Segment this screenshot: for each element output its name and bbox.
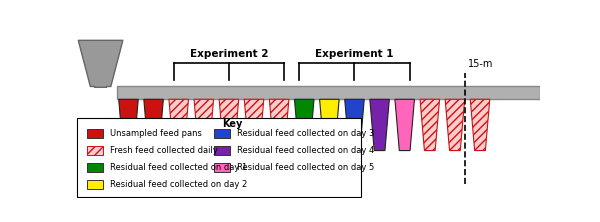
FancyBboxPatch shape	[86, 129, 103, 138]
Polygon shape	[144, 99, 163, 151]
Text: 15-m: 15-m	[469, 59, 494, 69]
Polygon shape	[445, 99, 464, 151]
FancyBboxPatch shape	[86, 180, 103, 189]
Text: Fresh feed collected daily: Fresh feed collected daily	[110, 146, 218, 155]
Polygon shape	[370, 99, 389, 151]
FancyBboxPatch shape	[86, 146, 103, 155]
FancyBboxPatch shape	[117, 87, 540, 99]
Polygon shape	[420, 99, 440, 151]
Polygon shape	[194, 99, 214, 151]
Text: Residual feed collected on day 3: Residual feed collected on day 3	[237, 129, 374, 138]
Text: Residual feed collected on day 5: Residual feed collected on day 5	[237, 163, 374, 172]
FancyBboxPatch shape	[214, 129, 230, 138]
Text: Experiment 2: Experiment 2	[190, 49, 268, 59]
Polygon shape	[344, 99, 364, 151]
Polygon shape	[395, 99, 415, 151]
FancyBboxPatch shape	[77, 118, 361, 197]
FancyBboxPatch shape	[214, 163, 230, 172]
Text: Residual feed collected on day 1: Residual feed collected on day 1	[110, 163, 247, 172]
Text: Residual feed collected on day 4: Residual feed collected on day 4	[237, 146, 374, 155]
Polygon shape	[320, 99, 339, 151]
Polygon shape	[470, 99, 490, 151]
FancyBboxPatch shape	[86, 163, 103, 172]
Text: Experiment 1: Experiment 1	[315, 49, 394, 59]
Text: Key: Key	[222, 119, 242, 129]
Text: Residual feed collected on day 2: Residual feed collected on day 2	[110, 180, 247, 189]
Polygon shape	[169, 99, 188, 151]
Polygon shape	[78, 40, 123, 87]
Polygon shape	[269, 99, 289, 151]
Polygon shape	[119, 99, 138, 151]
Polygon shape	[295, 99, 314, 151]
Polygon shape	[219, 99, 239, 151]
Text: Unsampled feed pans: Unsampled feed pans	[110, 129, 202, 138]
FancyBboxPatch shape	[214, 146, 230, 155]
Polygon shape	[244, 99, 264, 151]
